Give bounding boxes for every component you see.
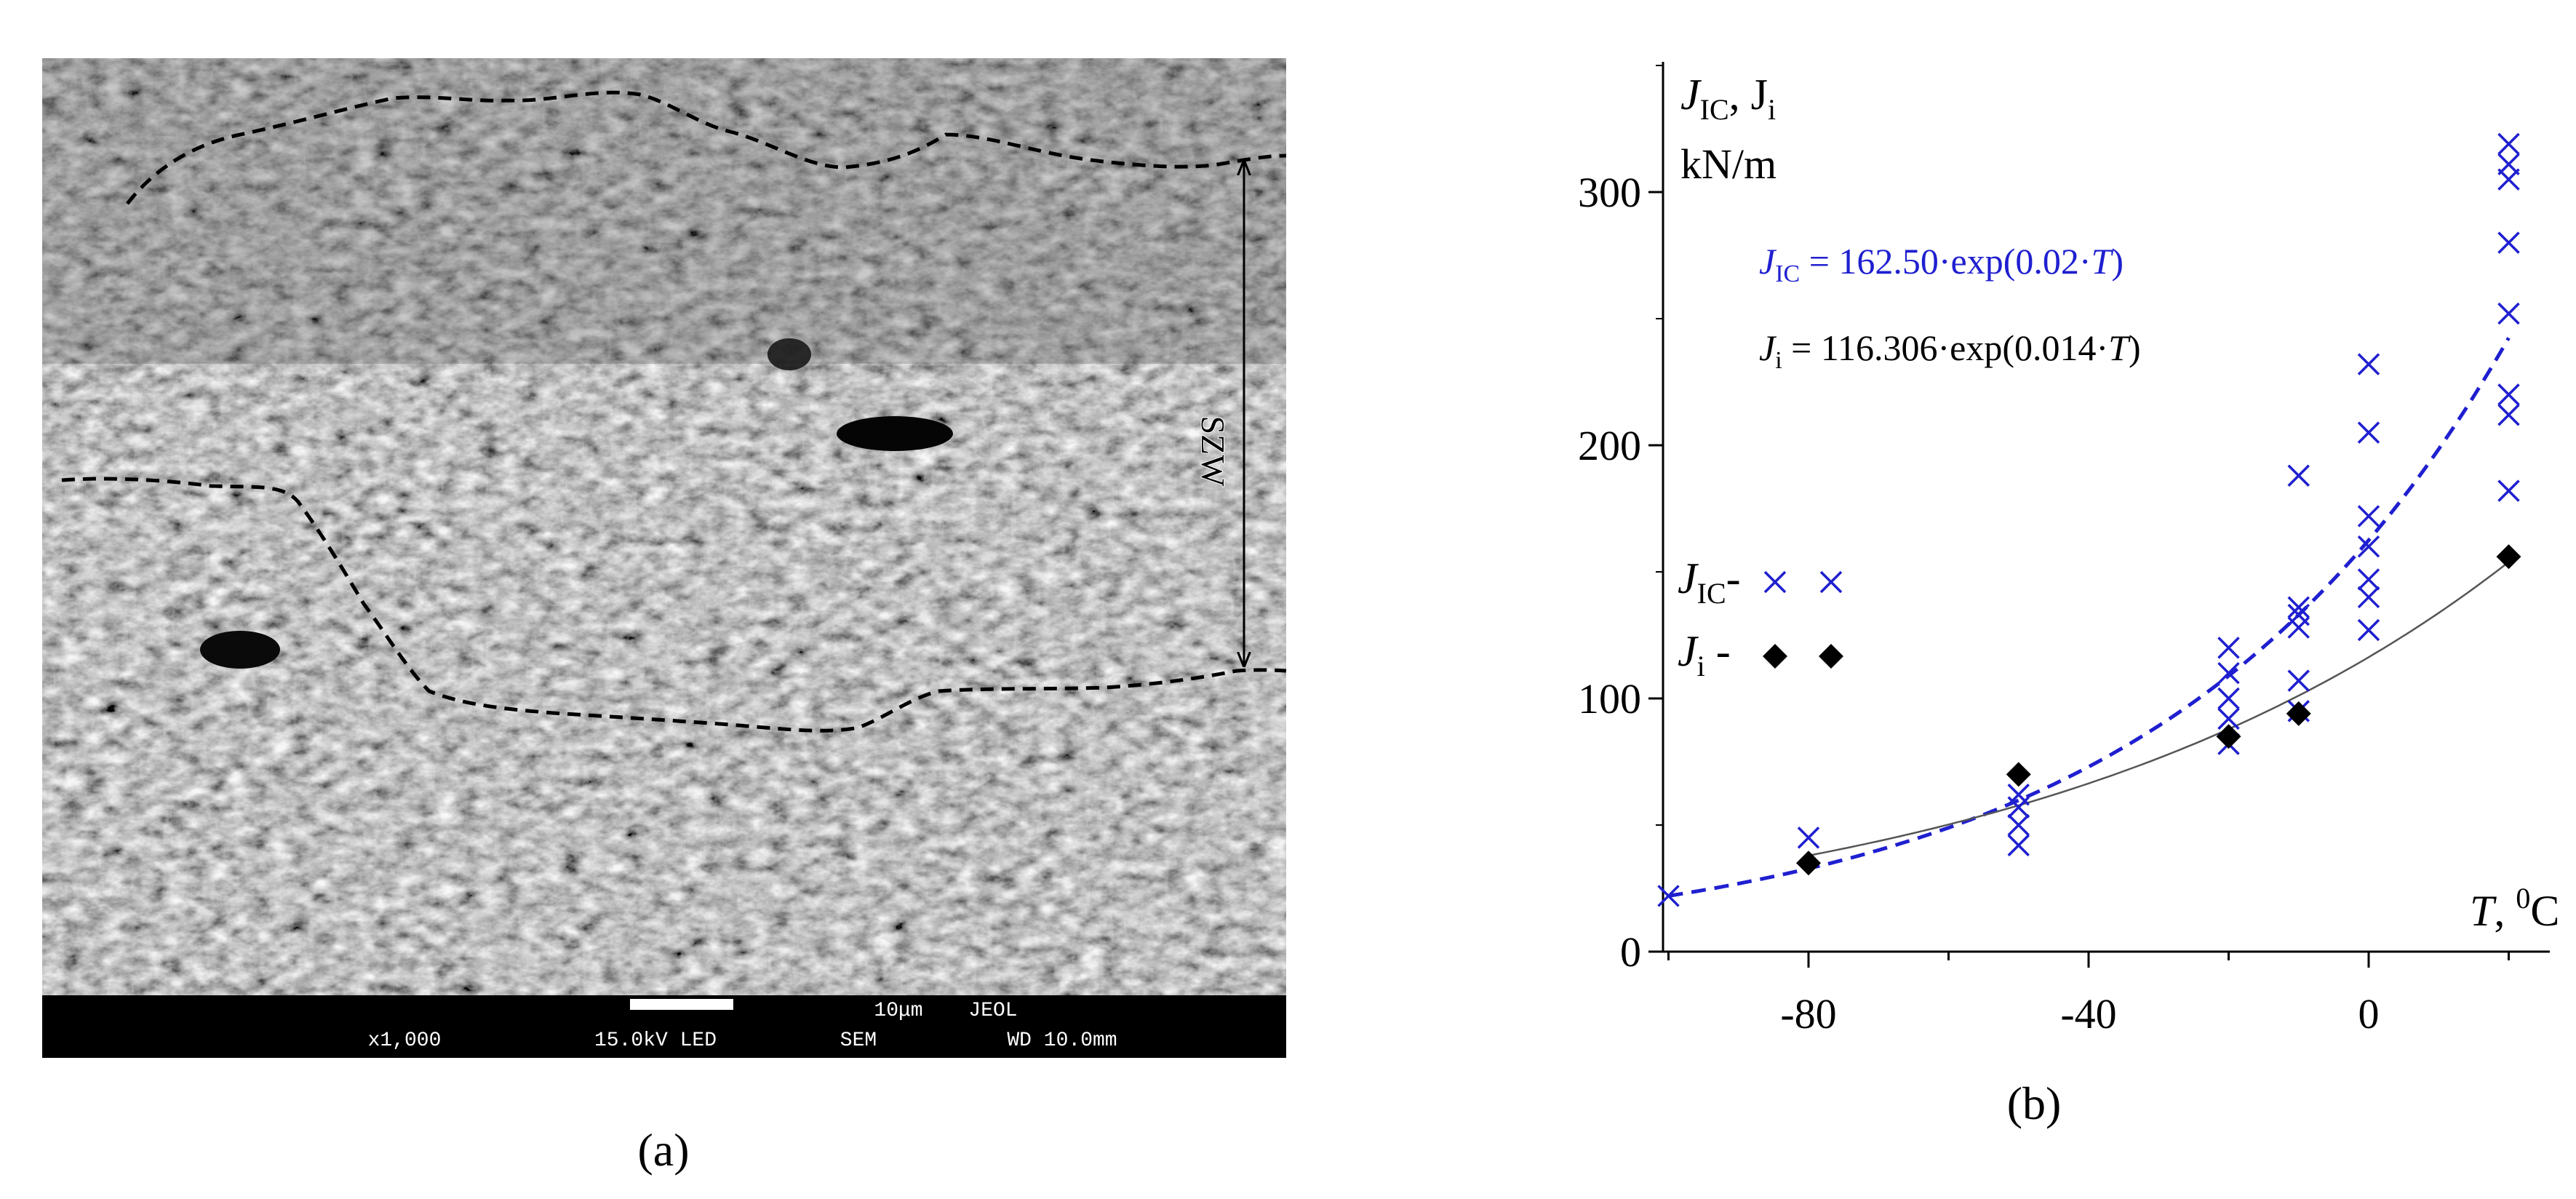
legend-ji-marker — [1819, 644, 1843, 669]
ji-point — [2496, 544, 2521, 570]
jic-point — [2007, 834, 2030, 857]
jic-point — [2497, 479, 2520, 502]
szw-label: SZW — [1195, 415, 1232, 487]
sem-wd-text: WD 10.0mm — [1007, 1029, 1117, 1052]
sem-upper-zone-shade — [42, 58, 1286, 364]
sem-magnification-text: x1,000 — [368, 1029, 442, 1052]
legend-ji-label: Ji - — [1678, 627, 1731, 682]
series-jic-points — [1657, 132, 2520, 907]
jic-point — [2497, 383, 2520, 406]
jic-point — [2357, 535, 2380, 558]
jic-point — [2217, 637, 2240, 659]
y-tick-label: 0 — [1620, 928, 1641, 976]
fit-curve-jic — [1668, 337, 2511, 898]
sem-image-ridges — [42, 58, 1286, 995]
x-axis-ticks: -80 -40 0 — [1667, 952, 2510, 1037]
jic-point — [2357, 568, 2380, 591]
jic-point — [2357, 586, 2380, 609]
ji-point — [2216, 724, 2241, 749]
jic-point — [2497, 404, 2520, 426]
jic-point — [2357, 505, 2380, 527]
sem-scale-bar — [630, 999, 733, 1010]
jic-point — [2287, 596, 2310, 618]
fit-curves — [1668, 337, 2511, 898]
legend-ji-markers — [1763, 644, 1843, 669]
jic-point — [2497, 132, 2520, 156]
stretch-zone-upper-boundary — [126, 90, 1287, 205]
jic-point — [2217, 661, 2240, 685]
y-tick-label: 100 — [1578, 675, 1641, 722]
y-axis-ticks: 0 100 200 300 — [1578, 65, 1663, 976]
sem-mode-text: SEM — [840, 1029, 877, 1052]
equation-jic: JIC = 162.50·exp(0.02·T) — [1759, 241, 2124, 287]
y-tick-label: 300 — [1578, 169, 1641, 216]
jic-point — [2217, 707, 2240, 730]
legend-jic-label: JIC- — [1678, 554, 1741, 610]
ji-point — [2286, 701, 2311, 726]
jic-point — [2007, 784, 2030, 806]
sem-cavity — [837, 416, 953, 451]
jic-point — [2007, 813, 2030, 837]
sem-cavity — [767, 338, 811, 370]
jic-point — [2287, 669, 2310, 692]
jic-point — [1657, 885, 1680, 907]
ji-point — [2006, 762, 2031, 787]
x-tick-label: -80 — [1780, 990, 1836, 1037]
panel-b-label: (b) — [2007, 1077, 2062, 1129]
legend-jic-marker — [1819, 570, 1843, 594]
jic-point — [2497, 231, 2520, 254]
x-tick-label: -40 — [2060, 990, 2116, 1037]
equation-ji: Ji = 116.306·exp(0.014·T) — [1759, 327, 2141, 374]
jic-point — [2357, 421, 2380, 444]
jic-point — [2217, 687, 2240, 710]
chart-axes — [1662, 62, 2550, 953]
y-axis-label: JIC, Ji — [1680, 71, 1776, 126]
sem-cavity — [200, 631, 280, 669]
chart-panel-b: 0 100 200 300 -80 -40 0 JIC, Ji kN/m T, 0C JI… — [1578, 62, 2559, 1037]
panel-a-label: (a) — [637, 1124, 689, 1176]
y-tick-label: 200 — [1578, 422, 1641, 469]
jic-point — [2287, 464, 2310, 487]
legend-ji-marker — [1763, 644, 1787, 669]
jic-point — [2287, 603, 2310, 626]
jic-point — [1797, 826, 1820, 849]
ji-point — [1796, 851, 1821, 876]
x-tick-label: 0 — [2358, 990, 2380, 1037]
sem-brand-text: JEOL — [968, 1000, 1017, 1022]
legend-jic-marker — [1763, 570, 1787, 594]
jic-point — [2497, 153, 2520, 175]
sem-voltage-text: 15.0kV LED — [594, 1029, 717, 1052]
sem-scale-text: 10μm — [874, 1000, 922, 1022]
legend-jic-markers — [1763, 570, 1843, 594]
jic-point — [2357, 618, 2380, 642]
fit-curve-ji — [1808, 561, 2510, 857]
x-axis-label: T, 0C — [2470, 882, 2559, 935]
jic-point — [2497, 302, 2520, 325]
y-axis-units: kN/m — [1680, 140, 1777, 188]
jic-point — [2357, 353, 2380, 375]
series-ji-points — [1796, 544, 2521, 876]
legend: JIC- Ji - — [1678, 554, 1843, 682]
sem-micrograph: SZW 10μm JEOL x1,000 15.0kV LED SEM WD 1… — [42, 58, 1287, 1058]
